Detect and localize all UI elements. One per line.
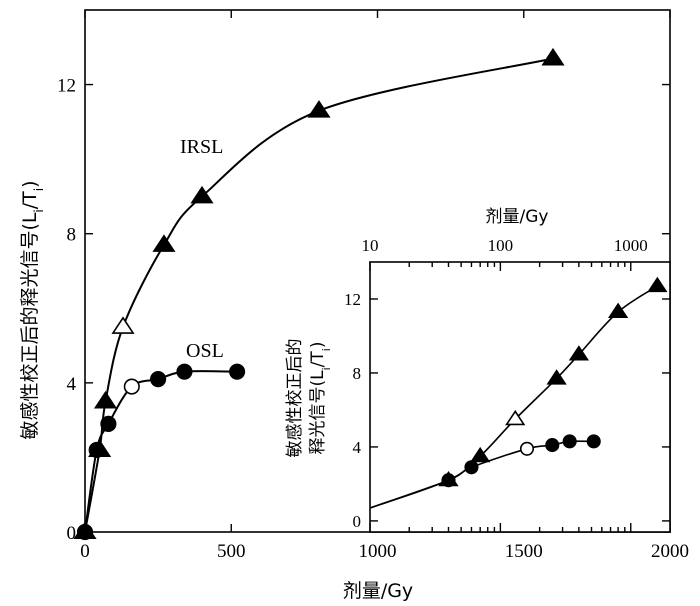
main-y-tick-label: 8 [67,225,77,246]
osl-main-point [123,378,140,395]
irsl-inset-point [505,409,526,426]
main-x-tick-label: 2000 [651,541,689,562]
main-y-label-main: 敏感性校正后的释光信号(L [19,212,41,439]
inset-y-label-sub1: i [320,367,333,370]
main-y-label-mid: /T [19,191,41,209]
main-y-label-sub1: i [32,209,46,212]
osl-inset-point [519,441,535,456]
irsl-inset-point [546,369,567,385]
main-y-label-sub2: i [32,188,46,191]
inset-data-points [438,276,668,488]
inset-x-axis-label: 剂量/Gy [486,207,549,227]
osl-series-label: OSL [186,340,224,362]
osl-main-point [229,363,246,380]
irsl-series-label: IRSL [180,136,223,158]
main-x-tick-label: 0 [80,541,90,562]
inset-y-tick-label: 8 [353,364,362,383]
osl-main-point [88,441,105,459]
inset-y-label-sub2: i [320,348,333,351]
main-x-axis-label: 剂量/Gy [343,580,413,602]
inset-x-tick-label: 1000 [614,236,648,255]
osl-inset-point [562,434,577,449]
main-x-tick-label: 1000 [359,541,397,562]
osl-inset-point [464,460,479,475]
irsl-inset-point [470,446,491,463]
main-y-label-end: ) [19,180,41,187]
osl-inset-point [545,438,560,453]
main-data-points [73,47,565,541]
irsl-inset-point [607,302,629,319]
inset-plot-frame [369,261,671,533]
irsl-main-point [307,100,331,118]
inset-y-tick-label: 4 [353,438,362,457]
osl-main-point [100,415,117,432]
osl-main-point [76,523,94,541]
inset-background [370,262,670,532]
irsl-inset-point [647,276,668,293]
osl-main-point [176,363,193,380]
inset-axis-ticks: 10 100 1000 0 4 8 12 [344,236,670,532]
inset-y-label-line1: 敏感性校正后的 [285,339,305,458]
osl-main-point [150,371,167,388]
inset-x-tick-label: 10 [362,236,379,255]
inset-y-label-main: 释光信号(L [308,370,328,455]
inset-x-tick-label: 100 [488,236,514,255]
irsl-main-point [93,390,118,409]
osl-inset-point [441,473,456,488]
irsl-inset-point [568,345,589,361]
irsl-main-point [190,185,214,204]
irsl-main-point [111,316,135,334]
inset-y-label-end: ) [308,342,328,349]
main-x-tick-label: 500 [217,541,246,562]
main-x-tick-label: 1500 [505,541,543,562]
osl-inset-point [586,434,601,449]
irsl-main-point [541,47,565,66]
inset-y-label-line2: 释光信号(Li/Ti) [308,342,333,455]
irsl-main-point [152,234,176,252]
inset-y-label-mid: /T [308,351,328,368]
main-y-tick-label: 4 [67,374,77,395]
main-y-tick-label: 0 [67,523,77,544]
inset-y-tick-label: 0 [353,512,362,531]
inset-y-tick-label: 12 [344,290,361,309]
main-y-tick-label: 12 [57,76,76,97]
main-y-axis-label: 敏感性校正后的释光信号(Li/Ti) [19,180,46,439]
